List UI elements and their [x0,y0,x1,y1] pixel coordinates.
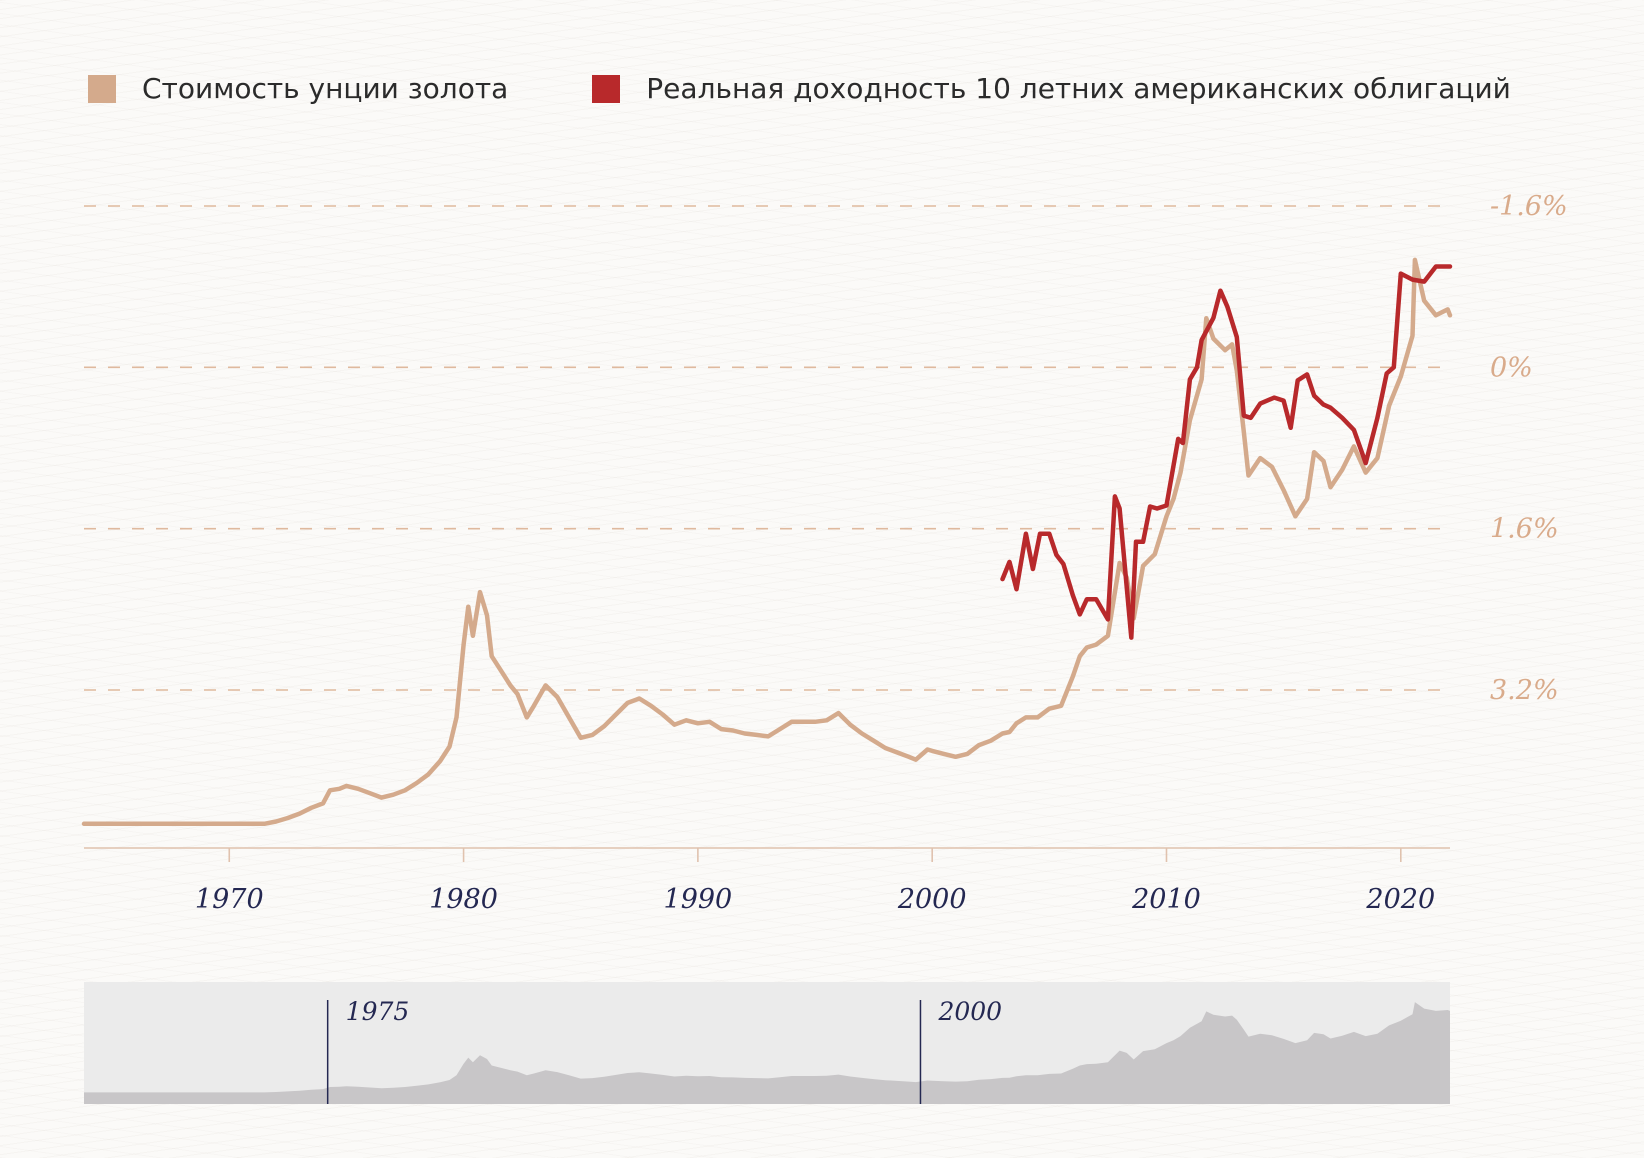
legend-label-gold: Стоимость унции золота [142,72,509,105]
navigator[interactable]: 1975 2000 [84,982,1450,1104]
y-tick-label: 1.6% [1490,514,1559,545]
x-tick-label: 2010 [1131,884,1201,915]
series-line-gold [81,257,1453,827]
legend-item-gold[interactable]: Стоимость унции золота [88,72,508,105]
navigator-handle-label: 2000 [937,997,1002,1026]
legend-swatch-gold [88,74,116,103]
navigator-area [84,1002,1450,1104]
x-tick-label: 2020 [1365,884,1435,915]
legend-swatch-yield [592,74,621,103]
x-tick-label: 1990 [664,884,733,915]
y-tick-label: 0% [1490,352,1533,383]
x-tick-label: 1970 [195,884,264,915]
x-tick-label: 1980 [429,884,498,915]
y-tick-label: 3.2% [1490,675,1559,706]
navigator-handle-label: 1975 [346,997,410,1026]
legend: Стоимость унции золота Реальная доходнос… [88,72,1595,105]
legend-label-yield: Реальная доходность 10 летних американск… [646,72,1511,105]
series-line-yield [1000,264,1453,640]
x-tick-label: 2000 [897,884,967,915]
legend-item-yield[interactable]: Реальная доходность 10 летних американск… [592,72,1511,105]
y-tick-label: -1.6% [1490,191,1568,222]
